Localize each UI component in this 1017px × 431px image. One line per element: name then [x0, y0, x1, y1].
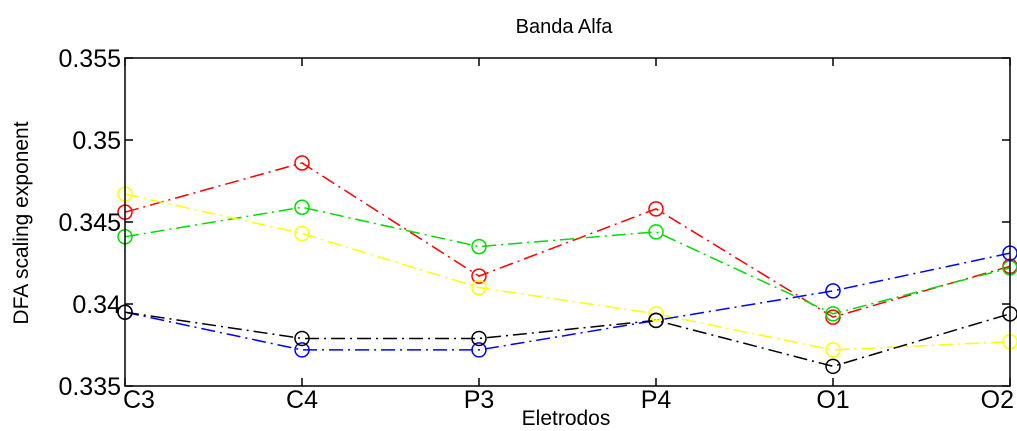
series-markers: [117, 155, 1017, 375]
data-point: [471, 330, 487, 347]
x-tick-label: P4: [641, 386, 672, 414]
data-point: [648, 201, 664, 217]
y-tick-label: 0.355: [58, 45, 121, 73]
y-tick-label: 0.345: [58, 209, 121, 237]
data-point: [294, 225, 310, 242]
data-point: [471, 238, 487, 255]
series-lines: [124, 162, 1011, 368]
x-axis-label: Eletrodos: [522, 407, 611, 430]
y-axis: 0.335 0.34 0.345 0.35 0.355: [58, 45, 1010, 401]
series-line-4: [124, 252, 1011, 351]
plot-frame: [124, 57, 1011, 387]
x-tick-label: C4: [286, 386, 318, 414]
data-point: [471, 279, 487, 296]
x-tick-label: O2: [981, 386, 1014, 414]
data-point: [648, 312, 664, 329]
data-point: [648, 306, 664, 322]
series-line-3: [124, 193, 1011, 351]
data-point: [471, 342, 487, 358]
data-point: [294, 199, 310, 215]
data-point: [471, 268, 487, 284]
series-line-2: [124, 206, 1011, 315]
data-point: [825, 306, 841, 322]
data-point: [294, 155, 310, 171]
data-point: [294, 342, 310, 358]
x-tick-label: C3: [123, 386, 155, 414]
series-line-1: [124, 162, 1011, 318]
x-tick-label: P3: [464, 386, 495, 414]
data-point: [825, 358, 841, 375]
x-axis: C3 C4 P3 P4 O1 O2: [123, 58, 1014, 414]
data-point: [648, 224, 664, 240]
y-axis-label: DFA scaling exponent: [10, 121, 33, 324]
data-point: [294, 330, 310, 347]
y-tick-label: 0.34: [72, 291, 121, 319]
data-point: [825, 283, 841, 299]
y-tick-label: 0.35: [72, 127, 121, 155]
y-tick-label: 0.335: [58, 373, 121, 401]
chart-title: Banda Alfa: [516, 16, 614, 38]
x-tick-label: O1: [816, 386, 849, 414]
data-point: [825, 342, 841, 358]
series-line-5: [124, 311, 1011, 368]
